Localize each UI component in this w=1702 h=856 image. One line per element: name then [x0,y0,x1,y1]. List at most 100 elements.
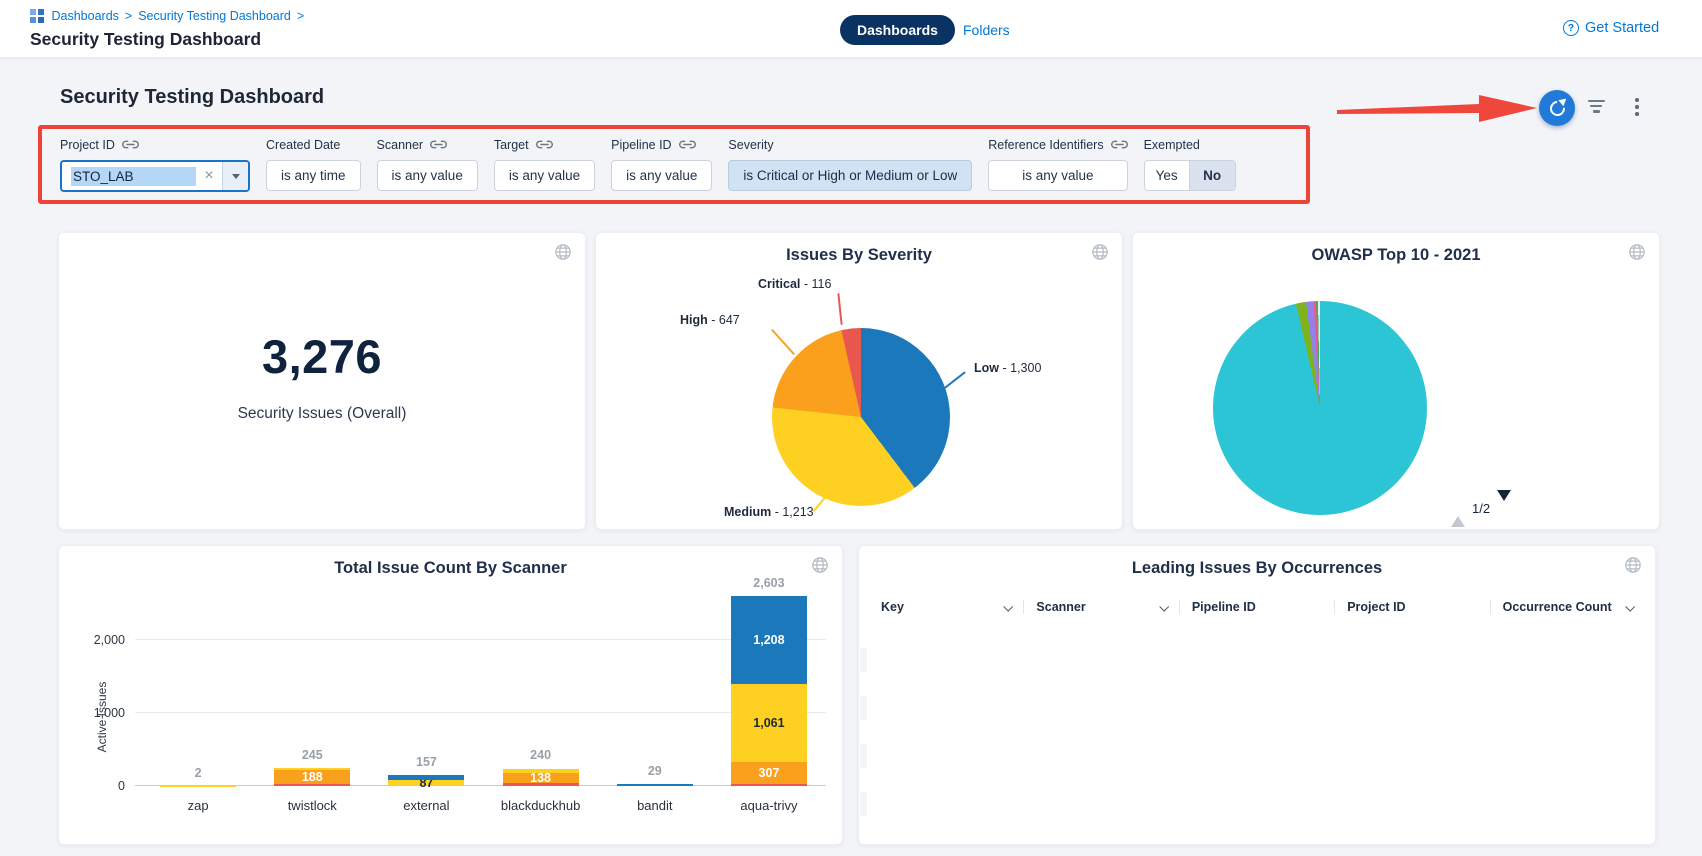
bar-aqua-trivy[interactable]: 3071,0611,208 [731,596,807,786]
pipeline-id-filter-button[interactable]: is any value [611,160,712,191]
page-indicator: 1/2 [1472,501,1490,516]
globe-icon[interactable] [1624,556,1642,579]
bar-segment-medium[interactable] [503,769,579,773]
x-axis-category-label: external [369,798,483,813]
chevron-down-icon [1004,601,1014,611]
severity-filter-button[interactable]: is Critical or High or Medium or Low [728,160,972,191]
bar-group-external: 87157external [369,589,483,786]
bar-twistlock[interactable]: 188 [274,768,350,786]
bar-segment-low[interactable]: 1,208 [731,596,807,684]
chevron-down-icon [1159,601,1169,611]
x-axis-category-label: blackduckhub [484,798,598,813]
table-header-row: Key Scanner Pipeline ID Project ID Occur… [869,592,1645,622]
owasp-pie-chart[interactable] [1213,301,1427,515]
refresh-button[interactable] [1539,90,1575,126]
kebab-menu-icon[interactable] [1633,98,1641,116]
link-icon[interactable] [430,140,447,149]
chart-title: Leading Issues By Occurrences [859,559,1655,578]
pie-callout-line [944,371,966,389]
bar-bandit[interactable] [617,784,693,786]
bar-segment-low[interactable] [388,775,464,780]
page-down-icon[interactable] [1497,501,1511,516]
filter-reference-identifiers: Reference Identifiers is any value [988,137,1127,192]
column-header-occurrence-count[interactable]: Occurrence Count [1490,600,1645,614]
globe-icon[interactable] [1628,243,1646,266]
column-header-scanner[interactable]: Scanner [1023,600,1178,614]
exempted-yes-option[interactable]: Yes [1145,161,1189,190]
card-leading-issues-by-occurrences: Leading Issues By Occurrences Key Scanne… [858,545,1656,845]
page-title: Security Testing Dashboard [30,29,261,50]
severity-pie-chart[interactable] [772,328,950,506]
breadcrumb-dashboards[interactable]: Dashboards [52,9,119,23]
bar-segment-label: 138 [503,773,579,783]
filter-label: Pipeline ID [611,138,671,152]
bar-segment-critical[interactable] [274,784,350,786]
filter-label: Exempted [1144,138,1200,152]
bar-segment-high[interactable]: 138 [503,773,579,783]
page-up-icon[interactable] [1451,501,1465,516]
filter-label: Project ID [60,138,115,152]
pie-label-high: High - 647 [680,313,740,327]
pie-label-low: Low - 1,300 [974,361,1041,375]
scanner-filter-button[interactable]: is any value [377,160,478,191]
card-owasp-top-10: OWASP Top 10 - 2021 1/2 [1132,232,1660,530]
column-header-project-id[interactable]: Project ID [1334,600,1489,614]
reference-identifiers-filter-button[interactable]: is any value [988,160,1127,191]
bar-external[interactable]: 87 [388,775,464,786]
filter-icon[interactable] [1586,100,1606,116]
project-id-combobox[interactable]: STO_LAB × [60,160,250,192]
total-issues-label: Security Issues (Overall) [59,405,585,423]
x-axis-category-label: zap [141,798,255,813]
breadcrumb-current[interactable]: Security Testing Dashboard [138,9,291,23]
project-id-value[interactable]: STO_LAB [71,167,196,186]
bar-segment-low[interactable] [617,784,693,786]
y-axis-tick-label: 2,000 [94,633,125,647]
bar-group-aqua-trivy: 3071,0611,2082,603aqua-trivy [712,589,826,786]
filter-label: Reference Identifiers [988,138,1103,152]
filter-bar: Project ID STO_LAB × Created Date is any… [60,137,1236,192]
globe-icon[interactable] [1091,243,1109,266]
chevron-down-icon[interactable] [222,162,248,190]
bar-segment-medium[interactable]: 87 [388,780,464,786]
bar-segment-medium[interactable] [274,768,350,770]
annotation-arrow [1337,91,1539,125]
globe-icon[interactable] [554,243,572,266]
help-circle-icon [1563,20,1579,36]
chevron-down-icon [1625,601,1635,611]
filter-scanner: Scanner is any value [377,137,478,192]
get-started-link[interactable]: Get Started [1563,20,1659,36]
filter-exempted: Exempted Yes No [1144,137,1236,192]
card-security-issues-overall: 3,276 Security Issues (Overall) [58,232,586,530]
filter-target: Target is any value [494,137,595,192]
column-header-key[interactable]: Key [869,600,1023,614]
bar-segment-critical[interactable] [731,784,807,786]
table-body-empty [860,624,1654,832]
tab-folders[interactable]: Folders [963,22,1010,38]
x-axis-category-label: twistlock [255,798,369,813]
link-icon[interactable] [679,140,696,149]
link-icon[interactable] [122,140,139,149]
bar-segment-label: 1,061 [731,684,807,761]
bar-total-label: 245 [255,748,369,762]
bar-blackduckhub[interactable]: 138 [503,769,579,787]
created-date-filter-button[interactable]: is any time [266,160,361,191]
filter-label: Target [494,138,529,152]
filter-created-date: Created Date is any time [266,137,361,192]
link-icon[interactable] [536,140,553,149]
link-icon[interactable] [1111,140,1128,149]
chart-title: Issues By Severity [596,246,1122,265]
filter-label: Scanner [377,138,424,152]
tab-dashboards[interactable]: Dashboards [840,15,955,45]
bar-segment-label: 87 [388,780,464,786]
clear-icon[interactable]: × [196,168,222,184]
bar-segment-high[interactable]: 188 [274,770,350,784]
pie-callout-line [837,293,842,325]
exempted-toggle: Yes No [1144,160,1236,191]
exempted-no-option[interactable]: No [1189,161,1235,190]
bar-segment-medium[interactable]: 1,061 [731,684,807,761]
dashboards-grid-icon [30,9,44,23]
column-header-pipeline-id[interactable]: Pipeline ID [1179,600,1334,614]
pie-label-critical: Critical - 116 [758,277,831,291]
bar-segment-high[interactable]: 307 [731,762,807,784]
target-filter-button[interactable]: is any value [494,160,595,191]
